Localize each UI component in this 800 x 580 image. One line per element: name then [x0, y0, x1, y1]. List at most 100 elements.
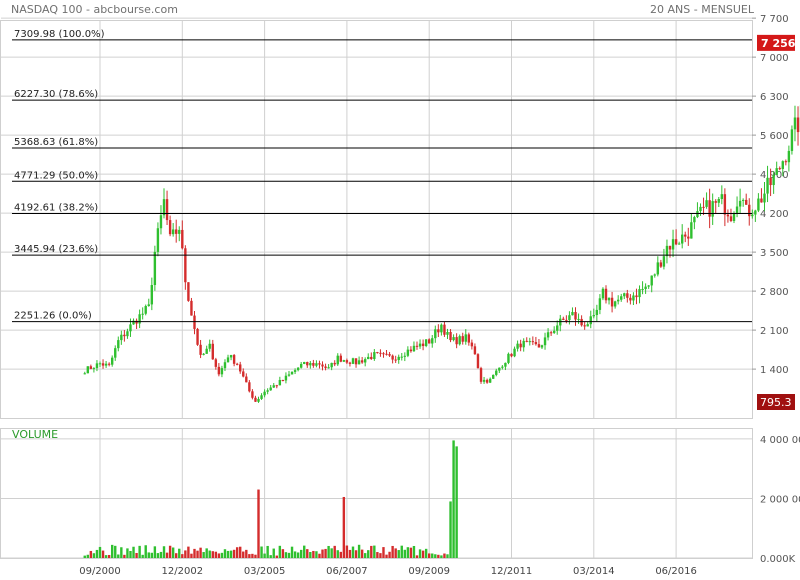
candle-body	[321, 364, 324, 367]
volume-bar	[86, 554, 90, 558]
volume-bar	[251, 553, 254, 558]
volume-bar	[196, 550, 199, 558]
candle-body	[677, 243, 681, 245]
candle-body	[711, 201, 714, 217]
candle-body	[150, 285, 154, 305]
volume-bar	[205, 548, 208, 558]
candle-body	[324, 366, 327, 368]
x-tick-label: 12/2002	[162, 566, 204, 577]
volume-bar	[409, 547, 413, 558]
volume-bar	[437, 554, 440, 558]
candle-body	[382, 353, 385, 355]
candle-body	[735, 206, 739, 214]
candle-body	[757, 198, 760, 211]
volume-bar	[428, 553, 431, 558]
candle-body	[330, 362, 333, 368]
volume-bar	[397, 550, 400, 558]
volume-bar	[306, 549, 309, 558]
candle-body	[507, 353, 510, 363]
volume-bar	[327, 545, 330, 558]
candle-body	[464, 334, 467, 342]
candle-body	[263, 391, 266, 396]
candle-body	[796, 117, 800, 133]
volume-bar	[278, 545, 282, 558]
volume-bar	[455, 446, 458, 558]
volume-bar	[211, 551, 214, 558]
candle-body	[434, 329, 437, 339]
volume-y-tick-label: 4 000 000	[760, 435, 800, 446]
volume-bar	[424, 548, 428, 558]
candle-body	[458, 336, 461, 345]
candle-body	[616, 299, 620, 302]
volume-bar	[330, 548, 333, 558]
candle-body	[790, 129, 794, 151]
volume-bar	[354, 550, 358, 558]
candle-body	[745, 199, 748, 205]
candle-body	[449, 331, 452, 341]
candle-body	[440, 324, 443, 333]
candle-body	[476, 354, 480, 369]
candle-body	[751, 214, 754, 217]
volume-bar	[333, 545, 336, 558]
candle-body	[452, 337, 455, 341]
candle-body	[235, 363, 239, 365]
volume-bar	[336, 550, 339, 558]
volume-bar	[132, 546, 135, 558]
volume-bar	[162, 546, 166, 558]
volume-bar	[351, 546, 355, 558]
candle-body	[534, 342, 538, 345]
candle-body	[363, 359, 367, 363]
candle-body	[650, 275, 653, 286]
candle-body	[748, 204, 751, 217]
candle-body	[92, 368, 96, 370]
candle-body	[95, 363, 99, 369]
volume-bar	[373, 545, 376, 558]
volume-bar	[303, 545, 306, 558]
volume-bar	[315, 551, 318, 558]
candle-body	[729, 216, 733, 221]
y-tick-label: 2 800	[760, 287, 789, 298]
candle-body	[269, 387, 272, 391]
candle-body	[205, 348, 208, 354]
fibonacci-label: 2251.26 (0.0%)	[14, 311, 92, 322]
volume-bar	[452, 440, 455, 558]
volume-bar	[348, 549, 352, 558]
candle-body	[117, 340, 120, 349]
volume-bar	[147, 552, 150, 558]
candle-body	[101, 363, 105, 366]
volume-bar	[431, 553, 434, 558]
candle-body	[583, 325, 586, 327]
candle-body	[766, 177, 769, 194]
candle-body	[784, 161, 788, 163]
volume-bar	[254, 554, 257, 558]
candle-body	[760, 198, 763, 203]
x-tick-label: 06/2016	[655, 566, 697, 577]
volume-bar	[440, 555, 443, 558]
candle-body	[315, 363, 318, 366]
candle-body	[168, 220, 172, 235]
candle-body	[348, 362, 352, 364]
candle-body	[309, 362, 312, 366]
candle-body	[296, 367, 300, 371]
candle-body	[763, 193, 766, 203]
y-tick-label: 5 600	[760, 131, 789, 142]
candle-body	[211, 343, 214, 360]
candle-body	[336, 355, 339, 365]
candle-body	[217, 366, 221, 375]
candle-body	[775, 168, 778, 176]
candle-body	[165, 199, 169, 221]
candle-body	[360, 360, 364, 363]
volume-bar	[245, 549, 248, 558]
candle-body	[732, 213, 736, 221]
candle-body	[586, 324, 589, 327]
candle-body	[248, 382, 251, 392]
candle-body	[306, 362, 309, 366]
volume-bar	[388, 551, 391, 558]
candle-body	[129, 324, 132, 332]
candle-body	[199, 344, 202, 355]
candle-body	[370, 356, 373, 360]
volume-bar	[269, 555, 272, 558]
candle-body	[659, 262, 663, 267]
candle-body	[257, 398, 260, 402]
volume-bar	[171, 547, 175, 558]
